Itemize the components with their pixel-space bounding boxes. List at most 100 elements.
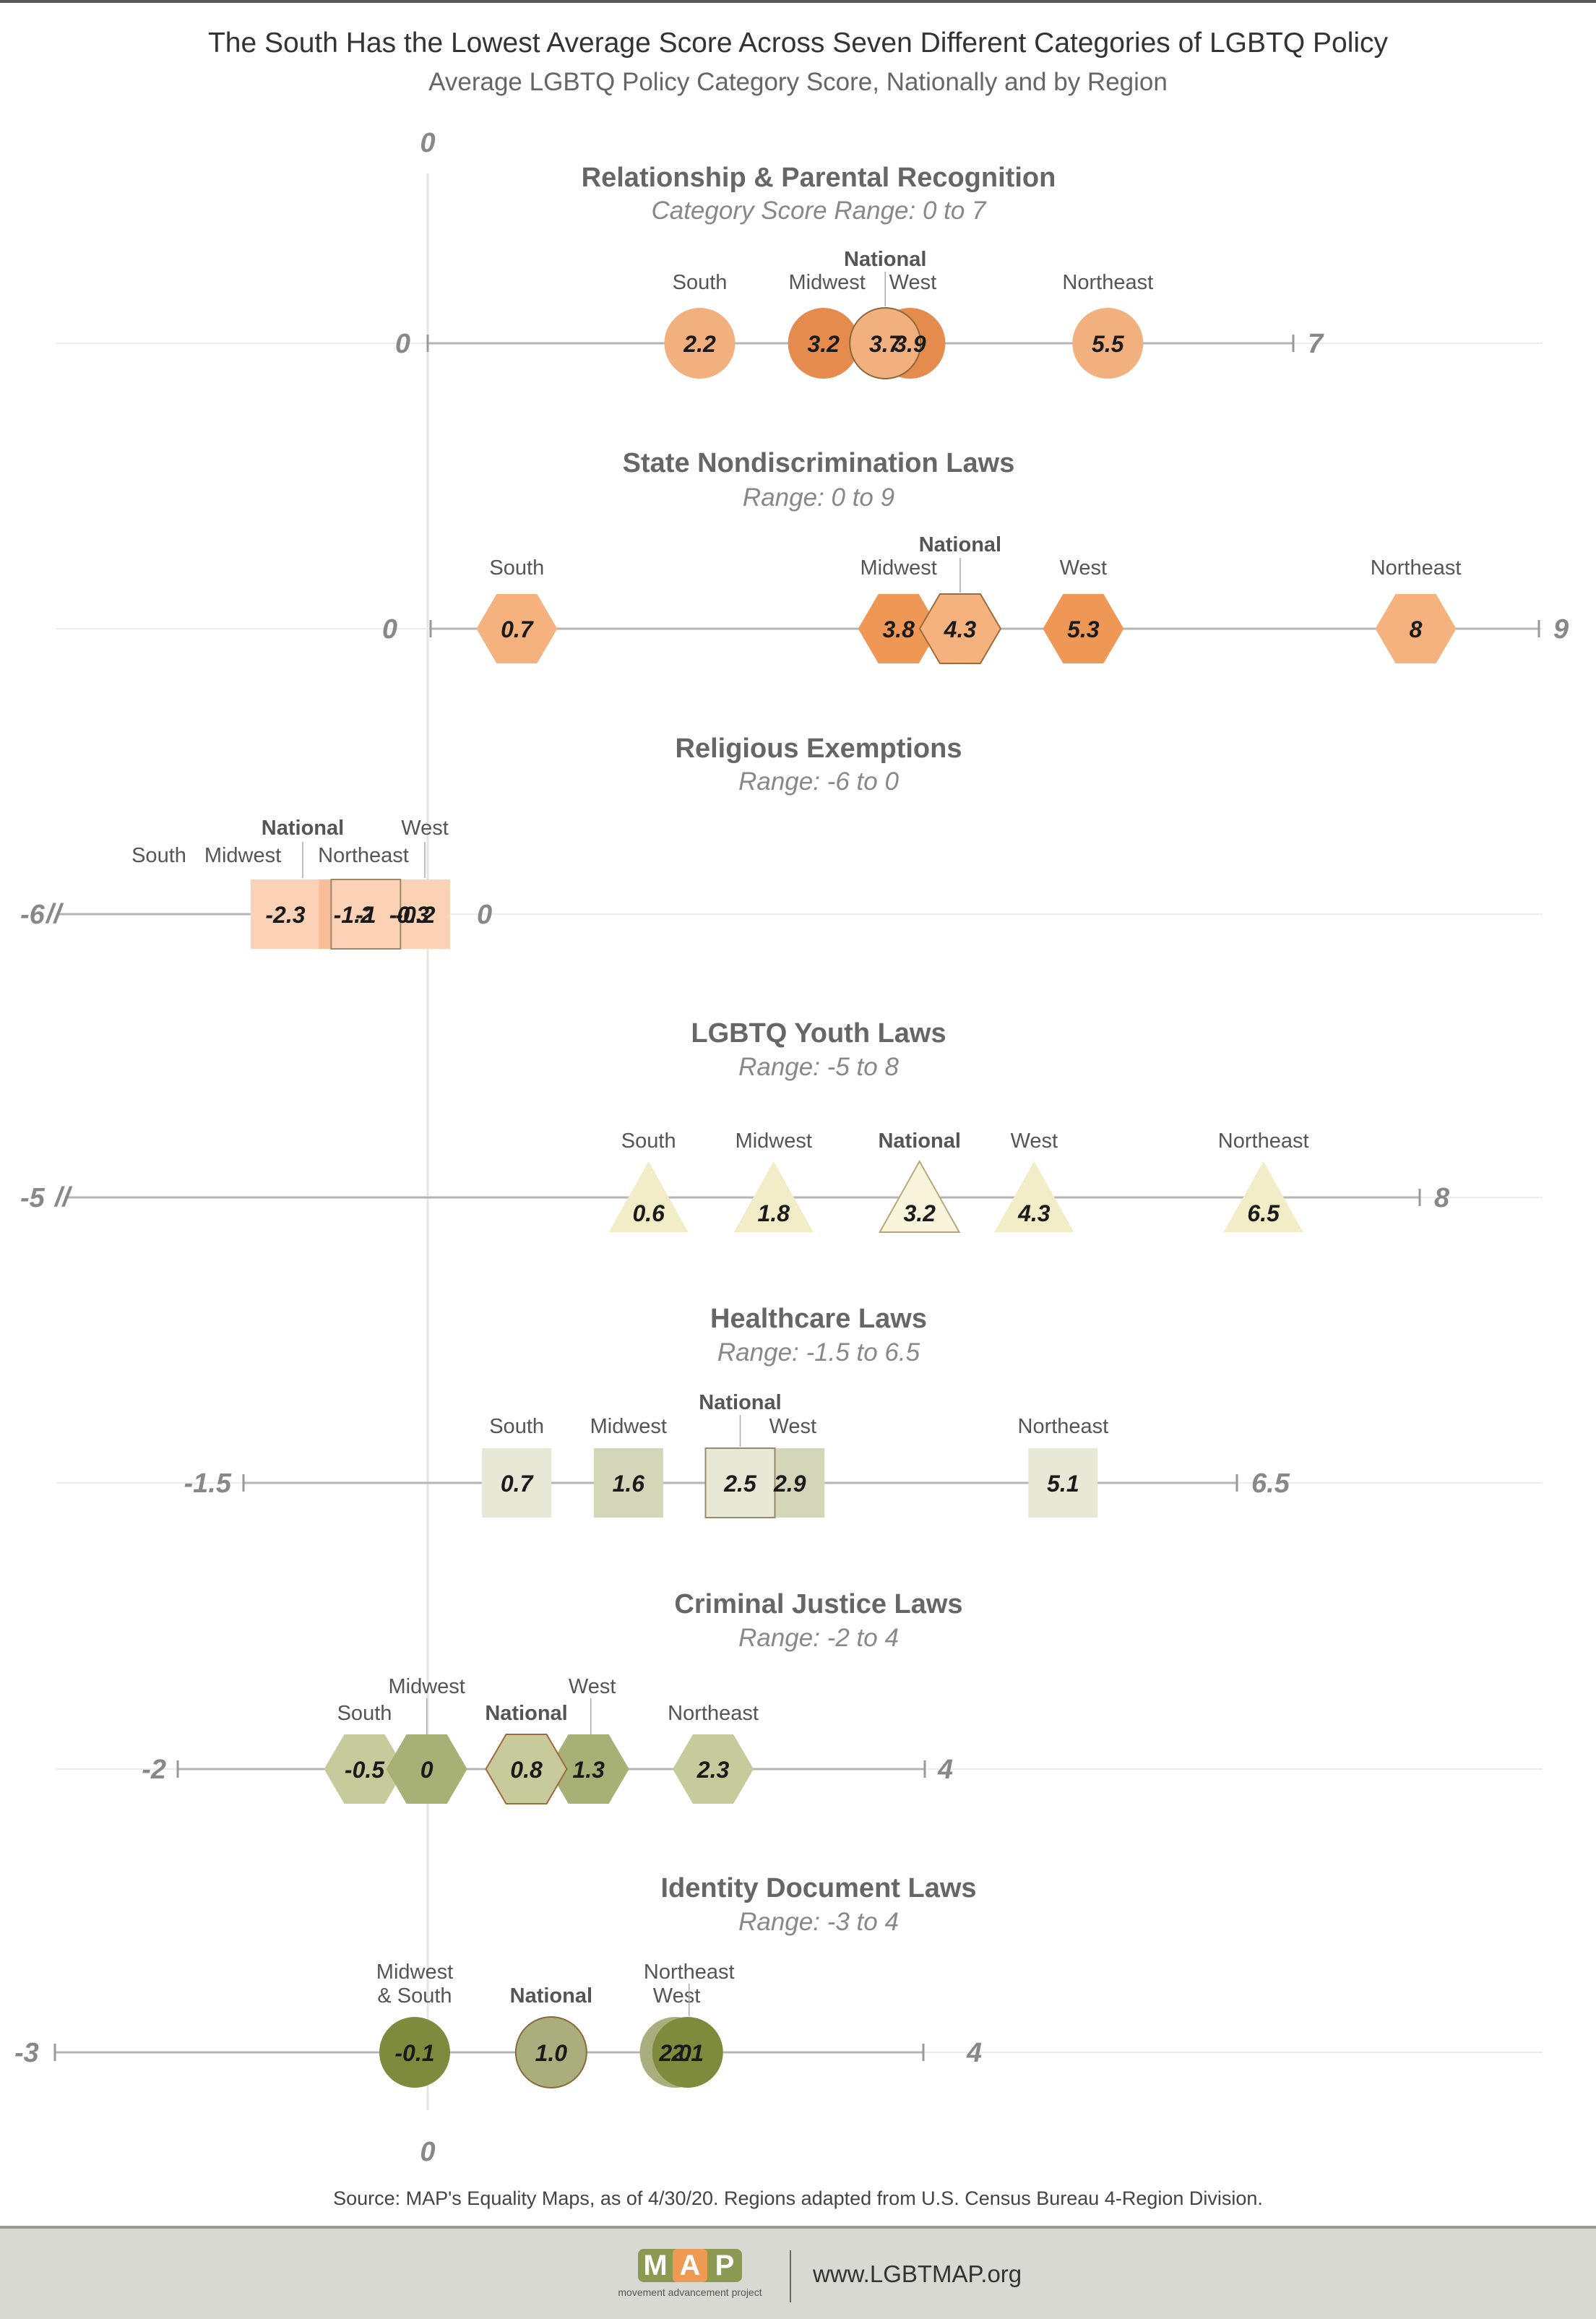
lgbtq-youth-laws-south-label: South — [621, 1130, 676, 1153]
lgbtq-youth-laws-west-mark — [994, 1161, 1074, 1232]
identity-document-laws-min-label: -3 — [14, 2038, 39, 2068]
identity-document-laws-national-value: 1.0 — [535, 2040, 568, 2066]
religious-exemptions-title: Religious Exemptions — [676, 733, 962, 764]
religious-exemptions-south-label: South — [131, 844, 186, 867]
footer-bar: M A P movement advancement project www.L… — [0, 2226, 1596, 2319]
healthcare-laws-midwest-value: 1.6 — [613, 1471, 645, 1497]
relationship-and-parental-recognition-max-label: 7 — [1308, 329, 1324, 359]
relationship-and-parental-recognition-south-mark — [664, 308, 736, 379]
identity-document-laws-range: Range: -3 to 4 — [738, 1908, 899, 1936]
footer-divider — [790, 2250, 791, 2302]
religious-exemptions-west-value: -0.2 — [395, 902, 435, 928]
healthcare-laws-west-value: 2.9 — [773, 1471, 806, 1497]
criminal-justice-laws-south-mark — [324, 1734, 405, 1804]
relationship-and-parental-recognition-midwest-mark — [788, 308, 859, 379]
state-nondiscrimination-laws-northeast-value: 8 — [1410, 616, 1423, 642]
identity-document-laws-national-mark — [514, 2016, 587, 2088]
criminal-justice-laws-midwest-mark — [386, 1734, 467, 1804]
top-rule — [0, 0, 1596, 3]
relationship-and-parental-recognition-south-value: 2.2 — [683, 331, 716, 357]
state-nondiscrimination-laws-national-mark — [918, 593, 1002, 664]
criminal-justice-laws-national-value: 0.8 — [510, 1757, 543, 1783]
lgbtq-youth-laws-midwest-value: 1.8 — [758, 1200, 790, 1226]
lgbtq-youth-laws-min-label: -5 — [20, 1183, 46, 1213]
criminal-justice-laws-west-label: West — [569, 1675, 616, 1698]
chart-subtitle: Average LGBTQ Policy Category Score, Nat… — [428, 68, 1168, 96]
zero-axis-top-label: 0 — [420, 128, 435, 158]
healthcare-laws-range: Range: -1.5 to 6.5 — [717, 1338, 920, 1367]
religious-exemptions-northeast-value: -0.3 — [389, 902, 429, 928]
state-nondiscrimination-laws-west-label: West — [1060, 556, 1108, 580]
relationship-and-parental-recognition-national-mark — [849, 307, 922, 379]
identity-document-laws-northeast-mark — [652, 2017, 723, 2088]
state-nondiscrimination-laws-min-label: 0 — [382, 614, 397, 645]
relationship-and-parental-recognition-west-value: 3.9 — [894, 331, 926, 357]
relationship-and-parental-recognition-min-label: 0 — [395, 329, 410, 359]
relationship-and-parental-recognition-northeast-label: Northeast — [1062, 271, 1153, 294]
criminal-justice-laws-south-label: South — [337, 1702, 392, 1725]
religious-exemptions-min-label: -6 — [20, 900, 46, 930]
religious-exemptions-national-mark — [330, 879, 402, 950]
lgbtq-youth-laws-northeast-mark — [1223, 1161, 1303, 1232]
criminal-justice-laws-max-label: 4 — [937, 1755, 953, 1785]
map-logo-letter-a: A — [673, 2249, 707, 2282]
religious-exemptions-midwest-value: -1.2 — [334, 902, 374, 928]
healthcare-laws-national-label: National — [699, 1391, 781, 1414]
lgbtq-youth-laws-west-label: West — [1011, 1130, 1058, 1153]
healthcare-laws-midwest-label: Midwest — [590, 1415, 667, 1438]
lgbtq-youth-laws-south-mark — [608, 1161, 689, 1232]
relationship-and-parental-recognition-range: Category Score Range: 0 to 7 — [651, 197, 987, 225]
relationship-and-parental-recognition-midwest-value: 3.2 — [807, 331, 840, 357]
state-nondiscrimination-laws-max-label: 9 — [1553, 614, 1569, 645]
state-nondiscrimination-laws-midwest-value: 3.8 — [882, 616, 915, 642]
state-nondiscrimination-laws-south-label: South — [489, 556, 544, 580]
lgbtq-youth-laws-midwest-label: Midwest — [736, 1130, 812, 1153]
healthcare-laws-south-label: South — [489, 1415, 544, 1438]
criminal-justice-laws-northeast-label: Northeast — [668, 1702, 759, 1725]
healthcare-laws-midwest-mark — [593, 1448, 663, 1518]
religious-exemptions-national-value: -1 — [355, 902, 376, 928]
chart-title: The South Has the Lowest Average Score A… — [207, 27, 1389, 59]
lgbtq-youth-laws-axis-break: // — [53, 1182, 73, 1213]
healthcare-laws-northeast-value: 5.1 — [1047, 1471, 1079, 1497]
lgbtq-youth-laws-title: LGBTQ Youth Laws — [691, 1018, 946, 1049]
map-logo-letter-m: M — [643, 2250, 668, 2281]
criminal-justice-laws-national-mark — [485, 1734, 568, 1804]
identity-document-laws-northeast-label: Northeast — [644, 1961, 735, 1984]
relationship-and-parental-recognition-national-label: National — [844, 248, 926, 271]
criminal-justice-laws-midwest-label: Midwest — [388, 1675, 465, 1698]
map-logo[interactable]: M A P movement advancement project — [618, 2249, 762, 2303]
state-nondiscrimination-laws-northeast-mark — [1375, 594, 1457, 663]
lgbtq-youth-laws-midwest-mark — [733, 1161, 814, 1232]
relationship-and-parental-recognition-west-label: West — [889, 271, 937, 294]
religious-exemptions-midwest-label: Midwest — [204, 844, 281, 867]
state-nondiscrimination-laws-west-value: 5.3 — [1067, 616, 1100, 642]
criminal-justice-laws-national-label: National — [485, 1702, 567, 1725]
criminal-justice-laws-min-label: -2 — [142, 1755, 166, 1785]
footer-url-link[interactable]: www.LGBTMAP.org — [813, 2260, 1022, 2287]
state-nondiscrimination-laws-south-mark — [476, 594, 558, 663]
criminal-justice-laws-midwest-value: 0 — [420, 1757, 433, 1783]
identity-document-laws-title: Identity Document Laws — [660, 1873, 976, 1903]
relationship-and-parental-recognition-northeast-value: 5.5 — [1092, 331, 1125, 357]
lgbtq-youth-laws-range: Range: -5 to 8 — [738, 1053, 899, 1081]
state-nondiscrimination-laws-northeast-label: Northeast — [1371, 556, 1462, 580]
identity-document-laws-max-label: 4 — [966, 2038, 982, 2068]
healthcare-laws-national-mark — [704, 1447, 776, 1518]
policy-dot-chart: 0 0 Relationship & Parental Recognition Cat… — [14, 128, 1569, 2167]
healthcare-laws-west-label: West — [769, 1415, 816, 1438]
criminal-justice-laws-title: Criminal Justice Laws — [674, 1589, 962, 1619]
criminal-justice-laws-northeast-mark — [673, 1734, 754, 1804]
lgbtq-youth-laws-national-value: 3.2 — [903, 1200, 936, 1226]
lgbtq-youth-laws-south-value: 0.6 — [632, 1200, 665, 1226]
state-nondiscrimination-laws-midwest-mark — [858, 594, 939, 663]
relationship-and-parental-recognition-south-label: South — [673, 271, 728, 294]
identity-document-laws-west-label: West — [653, 1984, 701, 2008]
identity-document-laws-midwest-and-south-value: -0.1 — [394, 2040, 434, 2066]
identity-document-laws-midwest-and-south-mark — [379, 2017, 450, 2088]
healthcare-laws-northeast-label: Northeast — [1018, 1415, 1109, 1438]
healthcare-laws-south-mark — [482, 1448, 552, 1518]
map-logo-badge: M A P — [638, 2249, 742, 2282]
religious-exemptions-range: Range: -6 to 0 — [738, 767, 899, 796]
relationship-and-parental-recognition-title: Relationship & Parental Recognition — [582, 163, 1056, 193]
